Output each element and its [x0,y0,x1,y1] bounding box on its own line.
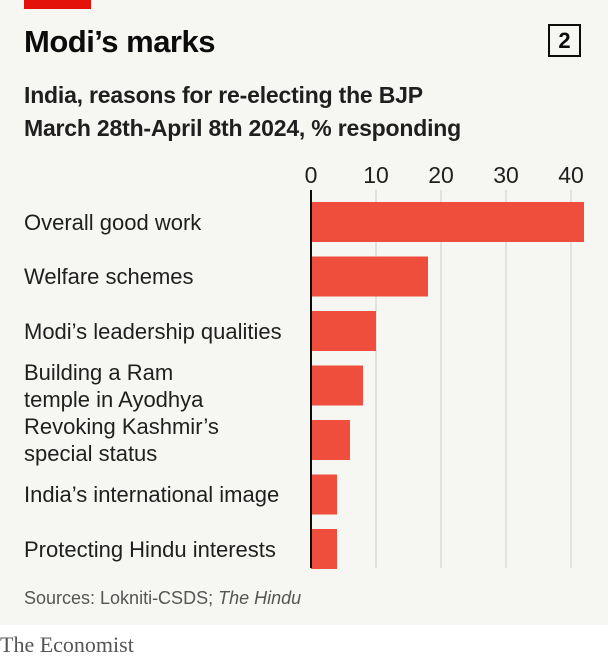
bar [311,202,584,242]
category-label-line: temple in Ayodhya [24,386,204,412]
chart-card [0,0,608,625]
bar [311,365,363,406]
category-label: Protecting Hindu interests [24,536,276,563]
x-tick-label: 10 [363,162,389,188]
bar [311,420,350,460]
category-label-line: special status [24,441,158,466]
category-label: Revoking Kashmir’s special status [24,413,219,467]
bar [311,474,337,515]
x-tick-label: 0 [305,162,318,188]
bar [311,529,337,569]
category-label: Welfare schemes [24,263,194,290]
category-label-line: India’s international image [24,482,280,507]
economist-logo-text: The Economist [0,632,134,657]
chart-subtitle: India, reasons for re-electing the BJP [24,82,423,108]
x-tick-label: 30 [493,162,519,188]
bar [311,311,376,351]
source-note: Sources: Lokniti-CSDS; The Hindu [24,588,301,609]
chart-number-badge: 2 [548,24,581,57]
category-label: India’s international image [24,481,279,508]
category-label-line: Building a Ram [24,359,174,385]
category-label-line: Modi’s leadership qualities [24,318,282,344]
category-label-line: Revoking Kashmir’s [24,414,219,439]
economist-red-tab [24,0,91,9]
source-prefix: Sources: Lokniti-CSDS; [24,588,219,608]
category-label-line: Welfare schemes [24,264,194,289]
category-label-line: Protecting Hindu interests [24,536,276,562]
chart-title: Modi’s marks [24,24,215,59]
chart-subtitle-date: March 28th-April 8th 2024, % responding [24,115,461,141]
x-tick-label: 20 [428,162,454,188]
source-italic: The Hindu [218,588,302,608]
category-label: Modi’s leadership qualities [24,318,282,345]
category-label-line: Overall good work [24,209,202,235]
category-label: Building a Ram temple in Ayodhya [24,359,203,413]
bar-chart: 0 10 20 30 40 [305,162,584,569]
x-tick-label: 40 [558,162,584,188]
bar [311,256,428,297]
category-label: Overall good work [24,209,201,236]
